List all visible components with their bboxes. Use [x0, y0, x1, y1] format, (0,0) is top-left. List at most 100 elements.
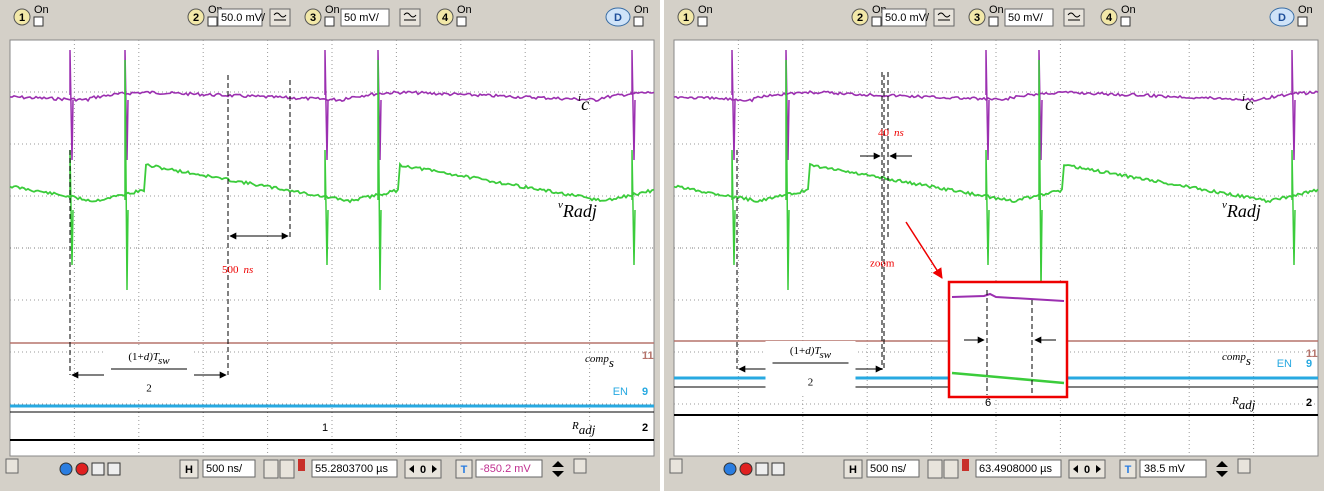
v-label: vRadj — [558, 199, 597, 222]
interval-label-part: ns — [244, 264, 254, 276]
channel-state: On — [34, 4, 49, 16]
channel-number: 4 — [1106, 12, 1113, 24]
channel-scale: 50 mV/ — [1008, 12, 1044, 24]
channel-checkbox[interactable] — [698, 17, 707, 26]
v-label: vRadj — [1222, 199, 1261, 222]
channel-checkbox[interactable] — [208, 17, 217, 26]
display-state: On — [1298, 4, 1313, 16]
time-position: 55.2803700 µs — [315, 463, 389, 475]
comp-label-part: comp — [585, 353, 609, 365]
trigger-flag — [298, 459, 305, 471]
fraction-numerator-part: sw — [820, 349, 832, 361]
channel-number: 3 — [310, 12, 316, 24]
channel-checkbox[interactable] — [872, 17, 881, 26]
scroll-button[interactable] — [6, 459, 18, 473]
channel-checkbox[interactable] — [457, 17, 466, 26]
trigger-flag — [962, 459, 969, 471]
h-label: H — [185, 464, 193, 476]
toolbar-icon[interactable] — [756, 463, 768, 475]
display-checkbox[interactable] — [634, 17, 643, 26]
toolbar-icon[interactable] — [60, 463, 72, 475]
radj-label-part: adj — [579, 422, 596, 437]
comp-number: 11 — [642, 350, 654, 362]
fraction-numerator-part: (1+ — [790, 345, 805, 357]
trigger-marker: 6 — [985, 397, 991, 409]
trigger-marker: 1 — [322, 422, 328, 434]
channel-state: On — [989, 4, 1004, 16]
channel-state: On — [1121, 4, 1136, 16]
channel-number: 3 — [974, 12, 980, 24]
slope-button[interactable] — [280, 460, 294, 478]
v-label-part: Radj — [1226, 201, 1261, 221]
interval-label-part: 500 — [222, 264, 239, 276]
interval-label-part: 40 — [878, 127, 890, 139]
radj-label-part: adj — [1239, 397, 1256, 412]
fraction-denominator: 2 — [146, 383, 152, 395]
zoom-label: zoom — [870, 258, 895, 270]
toolbar-icon[interactable] — [772, 463, 784, 475]
display-label: D — [614, 12, 622, 24]
h-label: H — [849, 464, 857, 476]
fraction-denominator: 2 — [808, 377, 814, 389]
en-number: 9 — [1306, 358, 1312, 370]
v-label-part: Radj — [562, 201, 597, 221]
coupling-button[interactable] — [270, 9, 290, 26]
channel-checkbox[interactable] — [1121, 17, 1130, 26]
interval-label: 500 ns — [222, 264, 253, 276]
channel-state: On — [325, 4, 340, 16]
channel-scale: 50.0 mV/ — [885, 12, 930, 24]
slope-button[interactable] — [944, 460, 958, 478]
scroll-button[interactable] — [574, 459, 586, 473]
channel-number: 1 — [683, 12, 689, 24]
screenshot: 1On2On3On4On50.0 mV/50 mV/DOnicvRadj(1+d… — [0, 0, 1324, 491]
radj-number: 2 — [642, 422, 648, 434]
channel-scale: 50 mV/ — [344, 12, 380, 24]
scope-panel: 1On2On3On4On50.0 mV/50 mV/DOnicvRadj(1+d… — [0, 0, 660, 491]
en-number: 9 — [642, 386, 648, 398]
comp-label-part: comp — [1222, 351, 1246, 363]
fraction-numerator-part: sw — [158, 355, 170, 367]
slope-button[interactable] — [264, 460, 278, 478]
channel-number: 1 — [19, 12, 25, 24]
toolbar-icon[interactable] — [108, 463, 120, 475]
ic-label-part: c — [1245, 94, 1253, 114]
en-label: EN — [1277, 358, 1292, 370]
comp-label-part: s — [609, 355, 614, 370]
toolbar-icon[interactable] — [76, 463, 88, 475]
coupling-button[interactable] — [934, 9, 954, 26]
toolbar-icon[interactable] — [740, 463, 752, 475]
t-label: T — [1125, 464, 1132, 476]
interval-label-part: ns — [894, 127, 904, 139]
timebase: 500 ns/ — [870, 463, 907, 475]
trigger-level: 38.5 mV — [1144, 463, 1186, 475]
en-label: EN — [613, 386, 628, 398]
coupling-button[interactable] — [400, 9, 420, 26]
channel-checkbox[interactable] — [989, 17, 998, 26]
comp-label-part: s — [1246, 353, 1251, 368]
channel-state: On — [457, 4, 472, 16]
slope-button[interactable] — [928, 460, 942, 478]
channel-state: On — [698, 4, 713, 16]
radj-number: 2 — [1306, 397, 1312, 409]
channel-number: 2 — [193, 12, 199, 24]
toolbar-icon[interactable] — [724, 463, 736, 475]
fraction-numerator-part: (1+ — [128, 351, 143, 363]
display-checkbox[interactable] — [1298, 17, 1307, 26]
channel-number: 2 — [857, 12, 863, 24]
timebase: 500 ns/ — [206, 463, 243, 475]
nav-zero: 0 — [1084, 464, 1090, 476]
scroll-button[interactable] — [670, 459, 682, 473]
trigger-level: -850.2 mV — [480, 463, 531, 475]
channel-checkbox[interactable] — [325, 17, 334, 26]
display-state: On — [634, 4, 649, 16]
t-label: T — [461, 464, 468, 476]
channel-number: 4 — [442, 12, 449, 24]
scroll-button[interactable] — [1238, 459, 1250, 473]
ic-label-part: c — [581, 94, 589, 114]
nav-zero: 0 — [420, 464, 426, 476]
channel-checkbox[interactable] — [34, 17, 43, 26]
coupling-button[interactable] — [1064, 9, 1084, 26]
channel-scale: 50.0 mV/ — [221, 12, 266, 24]
toolbar-icon[interactable] — [92, 463, 104, 475]
